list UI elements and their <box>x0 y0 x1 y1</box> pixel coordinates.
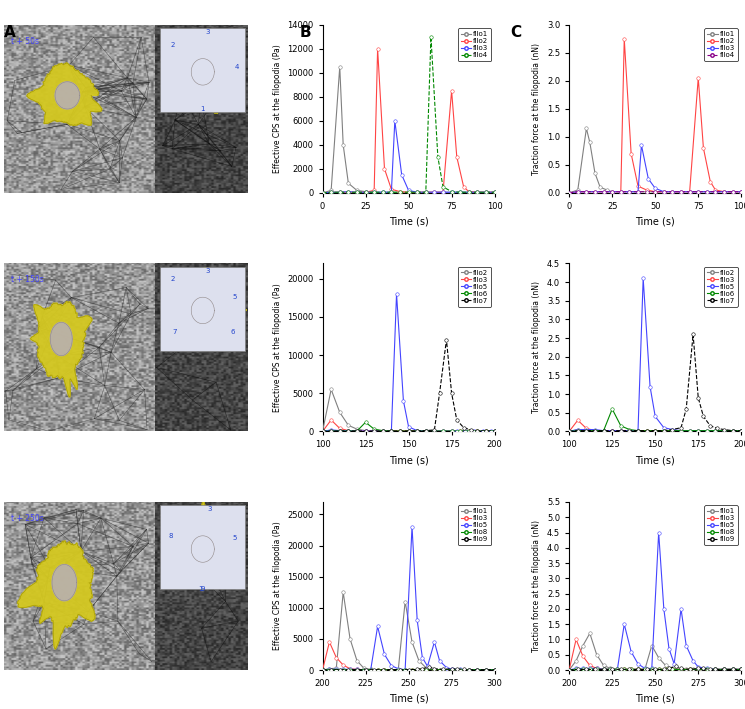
Text: 7: 7 <box>173 328 177 335</box>
Legend: filo2, filo3, filo5, filo6, filo7: filo2, filo3, filo5, filo6, filo7 <box>458 267 491 306</box>
Text: 2: 2 <box>171 43 175 48</box>
Text: 2: 2 <box>171 276 175 281</box>
Text: 3: 3 <box>207 506 212 513</box>
Polygon shape <box>191 59 215 85</box>
Text: 8: 8 <box>168 532 173 539</box>
Text: t + 50s: t + 50s <box>11 37 39 45</box>
Text: 3: 3 <box>205 268 209 274</box>
Y-axis label: Effective CPS at the filopodia (Pa): Effective CPS at the filopodia (Pa) <box>273 45 282 173</box>
Polygon shape <box>191 536 215 562</box>
X-axis label: Time (s): Time (s) <box>635 216 675 226</box>
Text: t + 250s: t + 250s <box>11 514 44 523</box>
X-axis label: Time (s): Time (s) <box>635 455 675 465</box>
Polygon shape <box>52 564 77 601</box>
Polygon shape <box>55 82 80 109</box>
X-axis label: Time (s): Time (s) <box>389 693 428 703</box>
Text: 1: 1 <box>200 106 205 112</box>
Polygon shape <box>17 541 95 649</box>
Text: A: A <box>4 25 16 40</box>
X-axis label: Time (s): Time (s) <box>389 455 428 465</box>
Text: 6: 6 <box>230 328 235 335</box>
Legend: filo1, filo3, filo5, filo8, filo9: filo1, filo3, filo5, filo8, filo9 <box>458 506 491 545</box>
X-axis label: Time (s): Time (s) <box>389 216 428 226</box>
Y-axis label: Effective CPS at the filopodia (Pa): Effective CPS at the filopodia (Pa) <box>273 522 282 650</box>
Legend: filo1, filo2, filo3, filo4: filo1, filo2, filo3, filo4 <box>705 28 738 61</box>
Y-axis label: Traction force at the filopodia (nN): Traction force at the filopodia (nN) <box>533 43 542 175</box>
Polygon shape <box>27 62 102 125</box>
Polygon shape <box>164 501 230 584</box>
Text: 9: 9 <box>200 586 205 592</box>
Y-axis label: Effective CPS at the filopodia (Pa): Effective CPS at the filopodia (Pa) <box>273 283 282 412</box>
Polygon shape <box>171 267 247 341</box>
FancyBboxPatch shape <box>160 267 245 351</box>
Text: C: C <box>510 25 522 40</box>
Polygon shape <box>51 323 72 356</box>
Text: 5: 5 <box>233 294 237 300</box>
Text: 4: 4 <box>235 64 240 69</box>
Text: B: B <box>299 25 311 40</box>
Legend: filo2, filo3, filo5, filo6, filo7: filo2, filo3, filo5, filo6, filo7 <box>705 267 738 306</box>
Text: 5: 5 <box>233 535 237 542</box>
Text: 1: 1 <box>198 586 203 592</box>
X-axis label: Time (s): Time (s) <box>635 693 675 703</box>
Polygon shape <box>175 42 244 113</box>
Polygon shape <box>31 301 92 397</box>
Y-axis label: Traction force at the filopodia (nN): Traction force at the filopodia (nN) <box>533 281 542 413</box>
Text: 3: 3 <box>205 29 209 35</box>
FancyBboxPatch shape <box>160 28 245 112</box>
Legend: filo1, filo3, filo5, filo8, filo9: filo1, filo3, filo5, filo8, filo9 <box>705 506 738 545</box>
Polygon shape <box>191 297 215 324</box>
Legend: filo1, filo2, filo3, filo4: filo1, filo2, filo3, filo4 <box>458 28 491 61</box>
Y-axis label: Traction force at the filopodia (nN): Traction force at the filopodia (nN) <box>533 520 542 652</box>
FancyBboxPatch shape <box>160 506 245 589</box>
Text: t + 150s: t + 150s <box>11 275 44 284</box>
